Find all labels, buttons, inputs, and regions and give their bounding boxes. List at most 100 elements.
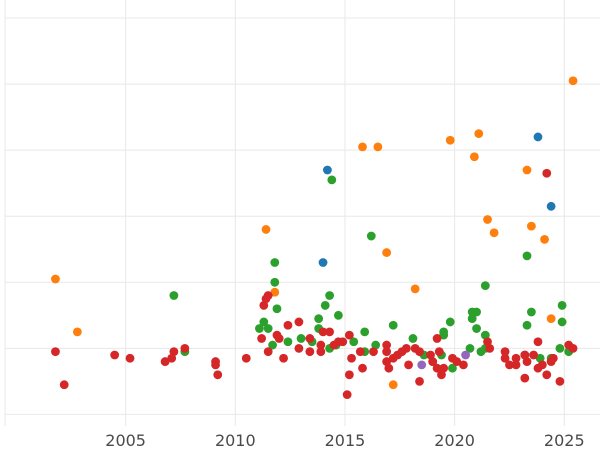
point-green-14 — [320, 301, 330, 310]
point-orange-9 — [445, 135, 455, 145]
point-red-50 — [415, 377, 424, 386]
point-green-7 — [270, 258, 280, 267]
point-green-37 — [472, 324, 481, 333]
point-orange-17 — [546, 314, 556, 324]
point-red-24 — [305, 334, 315, 343]
point-green-31 — [439, 327, 449, 337]
point-red-47 — [404, 360, 413, 370]
point-orange-0 — [51, 274, 60, 284]
point-green-17 — [327, 175, 337, 185]
point-red-1 — [59, 380, 69, 390]
point-green-33 — [448, 363, 457, 373]
point-red-16 — [263, 347, 273, 357]
data-points — [51, 76, 578, 400]
x-axis-ticks: 2005 2010 2015 2020 2025 — [105, 431, 584, 450]
point-orange-10 — [469, 152, 479, 162]
point-green-49 — [555, 343, 565, 353]
point-red-78 — [548, 353, 558, 363]
point-orange-4 — [358, 142, 367, 152]
x-tick-label-2010: 2010 — [215, 431, 256, 450]
point-red-18 — [274, 334, 284, 343]
point-red-36 — [355, 347, 365, 357]
point-red-81 — [568, 343, 578, 353]
point-red-10 — [213, 370, 223, 380]
point-red-70 — [522, 357, 532, 366]
point-green-19 — [333, 310, 343, 320]
point-red-25 — [316, 347, 326, 357]
point-red-49 — [415, 347, 424, 357]
point-red-76 — [542, 370, 552, 380]
point-red-41 — [382, 357, 392, 366]
point-red-64 — [500, 353, 510, 363]
point-red-0 — [51, 347, 60, 357]
point-orange-2 — [261, 225, 271, 234]
point-green-3 — [259, 317, 269, 327]
point-green-20 — [349, 337, 359, 347]
x-tick-label-2005: 2005 — [105, 431, 146, 450]
grid — [4, 0, 600, 426]
point-red-69 — [520, 373, 530, 383]
point-green-25 — [388, 320, 398, 330]
point-red-56 — [437, 370, 446, 380]
point-red-75 — [542, 168, 552, 178]
point-red-63 — [500, 347, 510, 357]
point-red-68 — [520, 350, 530, 360]
point-red-4 — [160, 357, 170, 366]
point-red-46 — [401, 343, 411, 353]
point-blue-2 — [533, 132, 543, 142]
point-red-57 — [439, 363, 449, 373]
point-red-33 — [344, 370, 354, 380]
point-blue-0 — [323, 165, 332, 175]
point-red-5 — [167, 353, 177, 363]
point-orange-15 — [526, 221, 536, 231]
point-red-55 — [434, 347, 444, 357]
point-red-73 — [533, 337, 543, 347]
point-red-52 — [428, 357, 438, 366]
point-orange-16 — [540, 234, 549, 244]
point-orange-8 — [410, 284, 420, 294]
point-orange-12 — [483, 215, 492, 224]
point-green-46 — [526, 307, 536, 317]
point-red-13 — [259, 301, 269, 310]
point-red-23 — [305, 347, 315, 357]
point-red-40 — [382, 347, 392, 357]
point-red-66 — [511, 360, 521, 370]
point-red-31 — [338, 337, 348, 347]
point-red-15 — [263, 291, 273, 300]
point-red-32 — [342, 390, 352, 400]
point-green-38 — [472, 307, 481, 317]
point-red-28 — [325, 327, 335, 337]
point-red-42 — [384, 363, 394, 373]
point-green-44 — [522, 320, 532, 330]
x-tick-label-2020: 2020 — [434, 431, 475, 450]
point-red-34 — [344, 330, 354, 340]
point-red-26 — [316, 340, 326, 350]
point-green-16 — [325, 291, 335, 300]
point-orange-13 — [489, 228, 499, 238]
point-red-59 — [452, 357, 462, 366]
point-red-11 — [241, 353, 251, 363]
x-tick-label-2015: 2015 — [325, 431, 366, 450]
point-orange-6 — [382, 248, 392, 257]
point-red-7 — [180, 343, 190, 353]
point-red-9 — [211, 360, 220, 370]
point-red-38 — [369, 347, 378, 357]
point-purple-0 — [417, 360, 427, 370]
point-green-2 — [255, 324, 264, 333]
point-orange-3 — [270, 287, 280, 297]
point-green-45 — [522, 251, 532, 261]
point-green-26 — [408, 334, 418, 343]
point-green-50 — [557, 301, 567, 310]
point-green-10 — [296, 334, 306, 343]
point-green-4 — [263, 324, 273, 333]
x-tick-label-2025: 2025 — [544, 431, 585, 450]
point-red-62 — [485, 343, 495, 353]
point-red-21 — [294, 317, 304, 327]
point-green-32 — [445, 317, 455, 327]
point-red-60 — [459, 360, 468, 370]
point-red-19 — [279, 353, 288, 363]
point-red-12 — [257, 334, 267, 343]
point-red-67 — [511, 353, 521, 363]
point-red-2 — [110, 350, 120, 360]
